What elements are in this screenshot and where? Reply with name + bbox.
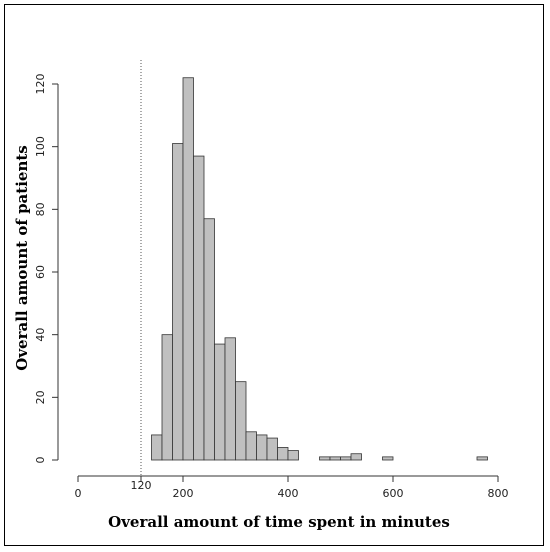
reference-line-label: 120 [131,479,152,492]
y-tick-label-120: 120 [34,74,47,95]
y-tick-label-40: 40 [34,328,47,342]
y-tick-label-20: 20 [34,390,47,404]
histogram-bar-360-380 [266,437,278,461]
histogram-bar-240-260 [203,218,215,461]
y-tick-label-60: 60 [34,265,47,279]
x-axis-title: Overall amount of time spent in minutes [108,513,450,531]
x-tick-label-800: 800 [488,487,509,500]
y-tick-label-0: 0 [34,457,47,464]
histogram-bar-320-340 [245,431,257,461]
histogram-bar-200-220 [182,77,194,461]
x-axis: 0 200 400 600 800 120 [75,475,509,500]
histogram-bar-300-320 [235,381,247,461]
histogram-bar-280-300 [224,337,236,461]
histogram-bar-220-240 [193,155,205,461]
histogram-bar-500-520 [340,456,352,461]
histogram-bar-460-480 [319,456,331,461]
bars-group [151,77,488,461]
histogram-bar-160-180 [161,334,173,461]
histogram-bar-180-200 [172,143,184,461]
histogram-bar-380-400 [277,447,289,461]
histogram-bar-340-360 [256,434,268,461]
y-tick-label-100: 100 [34,136,47,157]
x-tick-label-0: 0 [75,487,82,500]
x-tick-label-600: 600 [383,487,404,500]
histogram-bar-140-160 [151,434,163,461]
histogram-bar-480-500 [329,456,341,461]
histogram-bar-580-600 [382,456,394,461]
histogram-bar-260-280 [214,343,226,461]
x-tick-label-200: 200 [173,487,194,500]
y-axis: 0 20 40 60 80 100 120 [34,74,59,464]
y-axis-title: Overall amount of patients [13,145,31,370]
histogram-bar-400-420 [287,450,299,461]
histogram-bar-760-780 [476,456,488,461]
y-tick-label-80: 80 [34,202,47,216]
x-tick-label-400: 400 [278,487,299,500]
histogram-bar-520-540 [350,453,362,461]
